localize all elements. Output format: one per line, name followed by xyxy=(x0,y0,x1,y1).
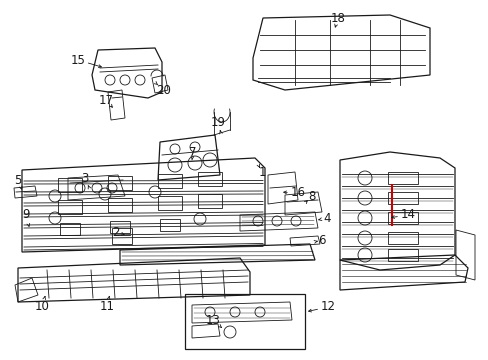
Bar xyxy=(108,176,132,190)
Text: 11: 11 xyxy=(99,301,114,314)
Text: 14: 14 xyxy=(400,208,415,221)
Bar xyxy=(160,219,180,231)
Bar xyxy=(387,249,417,261)
Bar xyxy=(112,228,132,244)
Text: 12: 12 xyxy=(320,301,335,314)
Text: 13: 13 xyxy=(205,314,220,327)
Text: 20: 20 xyxy=(156,84,171,96)
Text: 18: 18 xyxy=(330,12,345,24)
Text: 5: 5 xyxy=(14,174,21,186)
Bar xyxy=(387,192,417,204)
Text: 8: 8 xyxy=(307,189,315,202)
Text: 7: 7 xyxy=(189,145,196,158)
Bar xyxy=(158,174,182,188)
Bar xyxy=(110,221,130,233)
Bar xyxy=(184,294,305,349)
Bar xyxy=(198,172,222,186)
Bar xyxy=(198,194,222,208)
Bar xyxy=(108,198,132,212)
Bar xyxy=(58,178,82,192)
Text: 6: 6 xyxy=(318,234,325,247)
Text: 15: 15 xyxy=(70,54,85,67)
Text: 9: 9 xyxy=(22,208,30,221)
Text: 17: 17 xyxy=(98,94,113,107)
Bar xyxy=(387,172,417,184)
Text: 3: 3 xyxy=(81,171,88,184)
Bar xyxy=(58,200,82,214)
Bar xyxy=(158,196,182,210)
Text: 10: 10 xyxy=(35,301,49,314)
Bar xyxy=(387,232,417,244)
Bar xyxy=(60,223,80,235)
Text: 19: 19 xyxy=(210,117,225,130)
Text: 2: 2 xyxy=(112,225,120,238)
Text: 16: 16 xyxy=(290,186,305,199)
Text: 4: 4 xyxy=(323,211,330,225)
Text: 1: 1 xyxy=(258,166,265,179)
Bar xyxy=(387,212,417,224)
